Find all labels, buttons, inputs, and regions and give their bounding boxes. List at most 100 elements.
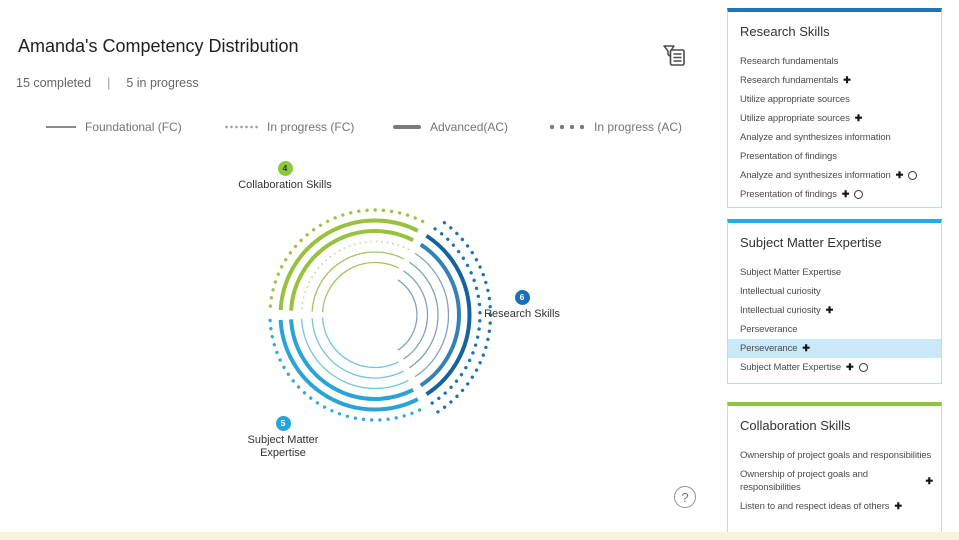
competency-item[interactable]: Subject Matter Expertise <box>728 263 941 282</box>
question-mark-icon: ? <box>681 490 689 505</box>
competency-item[interactable]: Perseverance ✚ <box>728 339 941 358</box>
competency-item-label: Intellectual curiosity <box>740 305 821 316</box>
plus-icon: ✚ <box>843 75 851 85</box>
competency-item-label: Perseverance <box>740 324 798 335</box>
competency-arc-solid-thick <box>278 319 419 412</box>
subject-matter-count-badge[interactable]: 5 <box>275 416 291 431</box>
panel-title: Collaboration Skills <box>740 418 851 433</box>
sector-name: Collaboration Skills <box>238 179 332 191</box>
legend-swatch-dotted-thin <box>224 125 258 129</box>
competency-item[interactable]: Intellectual curiosity ✚ <box>728 301 941 320</box>
competency-item-label: Analyze and synthesizes information <box>740 170 891 181</box>
legend-label: In progress (AC) <box>594 120 683 134</box>
help-button[interactable]: ? <box>674 486 696 508</box>
competency-arc-solid-thick <box>425 234 472 396</box>
competency-arc-dotted-thick <box>268 318 425 422</box>
plus-icon: ✚ <box>894 501 902 511</box>
competency-item[interactable]: Listen to and respect ideas of others ✚ <box>728 497 941 516</box>
competency-arc-solid-thick <box>289 229 415 311</box>
competency-arc-solid-thin <box>321 261 400 313</box>
competency-item-list: Research fundamentals Research fundamenta… <box>728 52 941 204</box>
circle-icon <box>858 363 868 372</box>
competency-item[interactable]: Research fundamentals <box>728 52 941 71</box>
circle-icon <box>908 171 918 180</box>
completed-count: 15 completed <box>16 76 92 90</box>
legend-item-foundational-fc: Foundational (FC) <box>46 119 182 135</box>
plus-icon: ✚ <box>854 113 863 123</box>
footer-bar <box>0 532 959 540</box>
competency-item[interactable]: Utilize appropriate sources <box>728 90 941 109</box>
competency-item[interactable]: Presentation of findings ✚ <box>728 185 941 204</box>
competency-item-label: Subject Matter Expertise <box>740 267 842 278</box>
sector-name: Subject Matter Expertise <box>247 434 319 459</box>
competency-item-label: Research fundamentals <box>740 75 839 86</box>
plus-icon: ✚ <box>846 362 854 372</box>
competency-radial-chart[interactable] <box>235 175 515 455</box>
collaboration-count-badge[interactable]: 4 <box>277 161 293 176</box>
competency-arc-dotted-thin <box>300 240 410 313</box>
competency-arc-solid-thin <box>311 318 404 379</box>
competency-item-label: Intellectual curiosity <box>740 286 821 297</box>
panel-title: Subject Matter Expertise <box>740 235 882 250</box>
competency-item[interactable]: Analyze and synthesizes information ✚ <box>728 166 941 185</box>
research-count-badge[interactable]: 6 <box>514 290 530 305</box>
legend-item-advanced-ac: Advanced(AC) <box>393 119 508 135</box>
competency-arc-solid-thick <box>419 242 462 388</box>
competency-item-label: Utilize appropriate sources <box>740 94 850 105</box>
legend-label: Advanced(AC) <box>430 120 509 134</box>
competency-item-label: Subject Matter Expertise <box>740 362 842 373</box>
plus-icon: ✚ <box>895 170 904 180</box>
competency-arc-solid-thick <box>278 218 419 311</box>
plus-icon: ✚ <box>802 343 810 353</box>
legend-label: In progress (FC) <box>267 120 355 134</box>
completion-summary: 15 completed | 5 in progress <box>16 76 199 90</box>
plus-icon: ✚ <box>841 189 850 199</box>
competency-arc-solid-thin <box>311 251 404 312</box>
panel-collaboration-skills: Collaboration Skills Ownership of project… <box>727 402 942 533</box>
legend-item-in-progress-fc: In progress (FC) <box>224 119 354 135</box>
competency-item-label: Listen to and respect ideas of others <box>740 501 890 512</box>
competency-arc-solid-thick <box>289 319 415 401</box>
competency-item-label: Ownership of project goals and responsib… <box>740 469 868 493</box>
competency-item[interactable]: Ownership of project goals and responsib… <box>728 465 941 497</box>
plus-icon: ✚ <box>925 475 933 486</box>
competency-item[interactable]: Subject Matter Expertise ✚ <box>728 358 941 377</box>
competency-arc-solid-thin <box>408 261 439 369</box>
competency-item[interactable]: Research fundamentals ✚ <box>728 71 941 90</box>
competency-sidebar: Research Skills Research fundamentals Rese… <box>727 0 942 533</box>
competency-item-list: Subject Matter Expertise Intellectual cur… <box>728 263 941 377</box>
competency-item[interactable]: Analyze and synthesizes information <box>728 128 941 147</box>
summary-separator: | <box>107 76 111 90</box>
legend-swatch-dotted-thick <box>547 124 585 130</box>
competency-item-label: Perseverance <box>740 343 798 354</box>
competency-item-label: Ownership of project goals and responsib… <box>740 450 932 461</box>
legend-swatch-solid-thin <box>46 126 76 128</box>
circle-icon <box>854 190 864 199</box>
competency-item-label: Presentation of findings <box>740 189 837 200</box>
panel-research-skills: Research Skills Research fundamentals Rese… <box>727 8 942 208</box>
legend-swatch-solid-thick <box>393 125 421 129</box>
competency-arc-solid-thin <box>403 270 429 360</box>
panel-title: Research Skills <box>740 24 830 39</box>
competency-item[interactable]: Ownership of project goals and responsib… <box>728 446 941 465</box>
sector-label-subject-matter-expertise: 5 Subject Matter Expertise <box>243 416 323 460</box>
panel-subject-matter-expertise: Subject Matter Expertise Subject Matter E… <box>727 219 942 384</box>
competency-arc-solid-thin <box>414 252 450 378</box>
competency-item-label: Presentation of findings <box>740 151 837 162</box>
competency-arc-dotted-thick <box>268 208 425 312</box>
competency-item[interactable]: Perseverance <box>728 320 941 339</box>
competency-item[interactable]: Presentation of findings <box>728 147 941 166</box>
sector-name: Research Skills <box>484 308 560 320</box>
sector-label-collaboration-skills: 4 Collaboration Skills <box>225 161 345 192</box>
competency-item-label: Analyze and synthesizes information <box>740 132 891 143</box>
legend-label: Foundational (FC) <box>85 120 182 134</box>
competency-arc-dotted-thick <box>430 225 482 405</box>
competency-item[interactable]: Intellectual curiosity <box>728 282 941 301</box>
competency-item-label: Utilize appropriate sources <box>740 113 850 124</box>
filter-list-button[interactable] <box>660 42 690 72</box>
in-progress-count: 5 in progress <box>126 76 199 90</box>
competency-item[interactable]: Utilize appropriate sources ✚ <box>728 109 941 128</box>
competency-arc-solid-thin <box>300 318 409 390</box>
competency-arc-dotted-thick <box>436 216 493 414</box>
